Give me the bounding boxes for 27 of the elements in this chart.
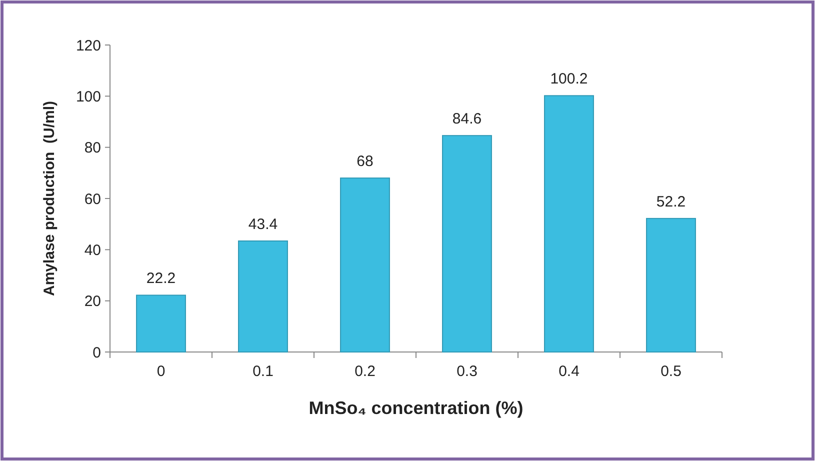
data-label: 43.4 [248,216,278,233]
data-label: 68 [356,153,374,170]
data-label: 22.2 [146,270,176,288]
y-tick-label: 120 [76,37,101,54]
data-label: 52.2 [656,193,686,210]
y-tick-label: 20 [84,293,101,310]
bar [136,294,186,352]
x-tick-label: 0.2 [354,363,376,380]
x-tick-label: 0.5 [660,363,682,380]
bar [544,95,594,352]
y-tick-label: 0 [92,344,101,362]
data-label: 84.6 [452,110,482,128]
y-tick-label: 60 [84,190,101,208]
bar [442,135,492,352]
bar [340,178,390,352]
bar [238,240,288,352]
x-tick-label: 0.1 [252,363,274,380]
y-tick-label: 80 [84,140,101,157]
y-axis-title: Amylase production (U/ml) [41,100,58,296]
x-tick-label: 0.3 [456,363,478,380]
x-tick-label: 0 [156,363,166,380]
x-tick-label: 0.4 [558,363,580,380]
x-axis-title: MnSo₄ concentration (%) [308,398,524,418]
data-label: 100.2 [550,70,588,88]
y-tick-label: 100 [76,88,101,106]
bar [646,218,696,352]
y-tick-label: 40 [84,242,101,259]
